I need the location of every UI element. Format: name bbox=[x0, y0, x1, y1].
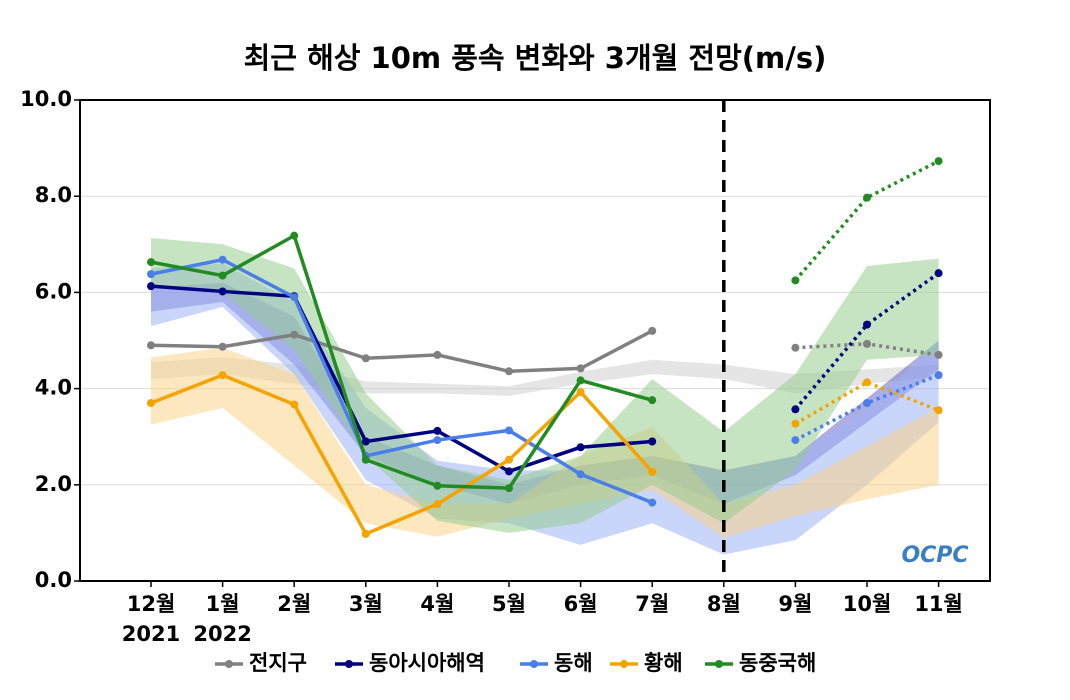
line bbox=[150, 329, 654, 374]
legend-label: 황해 bbox=[644, 651, 683, 675]
marker bbox=[863, 399, 871, 408]
x-tick-label: 10월 bbox=[843, 592, 892, 616]
marker bbox=[218, 255, 227, 264]
line bbox=[150, 257, 653, 505]
marker bbox=[576, 443, 585, 452]
marker bbox=[218, 371, 227, 380]
marker bbox=[147, 258, 155, 267]
marker bbox=[290, 400, 299, 409]
marker bbox=[791, 276, 800, 285]
marker bbox=[218, 287, 227, 296]
marker bbox=[576, 364, 585, 373]
marker bbox=[505, 367, 513, 376]
y-tick-label: 8.0 bbox=[35, 183, 72, 207]
marker bbox=[505, 455, 513, 464]
x-tick-label: 4월 bbox=[420, 592, 454, 616]
line bbox=[150, 373, 654, 537]
marker bbox=[648, 326, 657, 335]
marker bbox=[576, 376, 585, 385]
forecast-line bbox=[794, 380, 940, 426]
marker bbox=[863, 378, 871, 387]
x-tick-label: 12월 bbox=[127, 592, 176, 616]
y-tick-label: 0.0 bbox=[35, 568, 72, 592]
logo: OCPC bbox=[901, 543, 968, 568]
marker bbox=[361, 455, 370, 464]
x-tick-label: 6월 bbox=[564, 592, 598, 616]
marker bbox=[290, 330, 299, 339]
legend-marker bbox=[225, 660, 233, 668]
marker bbox=[648, 437, 657, 446]
marker bbox=[361, 437, 370, 446]
marker bbox=[433, 436, 442, 445]
marker bbox=[505, 467, 513, 476]
marker bbox=[505, 426, 513, 435]
x-tick-label: 9월 bbox=[778, 592, 812, 616]
y-tick-label: 4.0 bbox=[35, 376, 72, 400]
legend-marker bbox=[715, 660, 723, 668]
forecast-line bbox=[794, 159, 940, 282]
legend-label: 동중국해 bbox=[739, 651, 816, 675]
legend-marker bbox=[620, 660, 628, 668]
legend-label: 동해 bbox=[554, 651, 593, 675]
marker bbox=[791, 405, 800, 414]
marker bbox=[147, 399, 155, 408]
marker bbox=[290, 231, 299, 240]
marker bbox=[433, 481, 442, 490]
x-tick-label: 7월 bbox=[635, 592, 669, 616]
chart-title: 최근 해상 10m 풍속 변화와 3개월 전망(m/s) bbox=[244, 41, 827, 75]
band bbox=[151, 347, 939, 538]
marker bbox=[218, 271, 227, 280]
marker bbox=[863, 339, 871, 348]
x-tick-label: 1월 bbox=[206, 592, 240, 616]
x-tick-label: 3월 bbox=[349, 592, 383, 616]
marker bbox=[863, 193, 871, 202]
forecast-line bbox=[794, 271, 940, 411]
marker bbox=[147, 282, 155, 291]
marker bbox=[934, 269, 943, 278]
x-tick-label: 11월 bbox=[914, 592, 963, 616]
x-sublabel: 2022 bbox=[193, 622, 251, 646]
marker bbox=[934, 371, 943, 380]
legend-marker bbox=[345, 660, 353, 668]
marker bbox=[361, 354, 370, 363]
band bbox=[151, 238, 939, 533]
marker bbox=[218, 342, 227, 351]
marker bbox=[934, 406, 943, 415]
x-tick-label: 5월 bbox=[492, 592, 526, 616]
marker bbox=[433, 426, 442, 435]
legend-label: 전지구 bbox=[249, 651, 307, 675]
marker bbox=[433, 350, 442, 359]
legend-label: 동아시아해역 bbox=[369, 651, 485, 675]
marker bbox=[648, 467, 657, 476]
marker bbox=[648, 498, 657, 507]
marker bbox=[361, 529, 370, 538]
x-sublabel: 2021 bbox=[122, 622, 180, 646]
marker bbox=[863, 320, 871, 329]
y-tick-label: 6.0 bbox=[35, 279, 72, 303]
marker bbox=[648, 396, 657, 405]
marker bbox=[433, 500, 442, 509]
marker bbox=[934, 350, 943, 359]
marker bbox=[791, 419, 800, 428]
x-tick-label: 8월 bbox=[707, 592, 741, 616]
marker bbox=[505, 484, 513, 493]
marker bbox=[147, 270, 155, 279]
x-tick-label: 2월 bbox=[277, 592, 311, 616]
marker bbox=[147, 341, 155, 350]
marker bbox=[791, 436, 800, 445]
marker bbox=[934, 157, 943, 166]
marker bbox=[576, 470, 585, 479]
plot-frame bbox=[79, 99, 991, 582]
marker bbox=[791, 343, 800, 352]
y-tick-label: 2.0 bbox=[35, 472, 72, 496]
line bbox=[150, 233, 653, 490]
line bbox=[150, 284, 653, 474]
y-tick-label: 10.0 bbox=[20, 87, 72, 111]
marker bbox=[576, 387, 585, 396]
legend-marker bbox=[530, 660, 538, 668]
marker bbox=[290, 293, 299, 302]
